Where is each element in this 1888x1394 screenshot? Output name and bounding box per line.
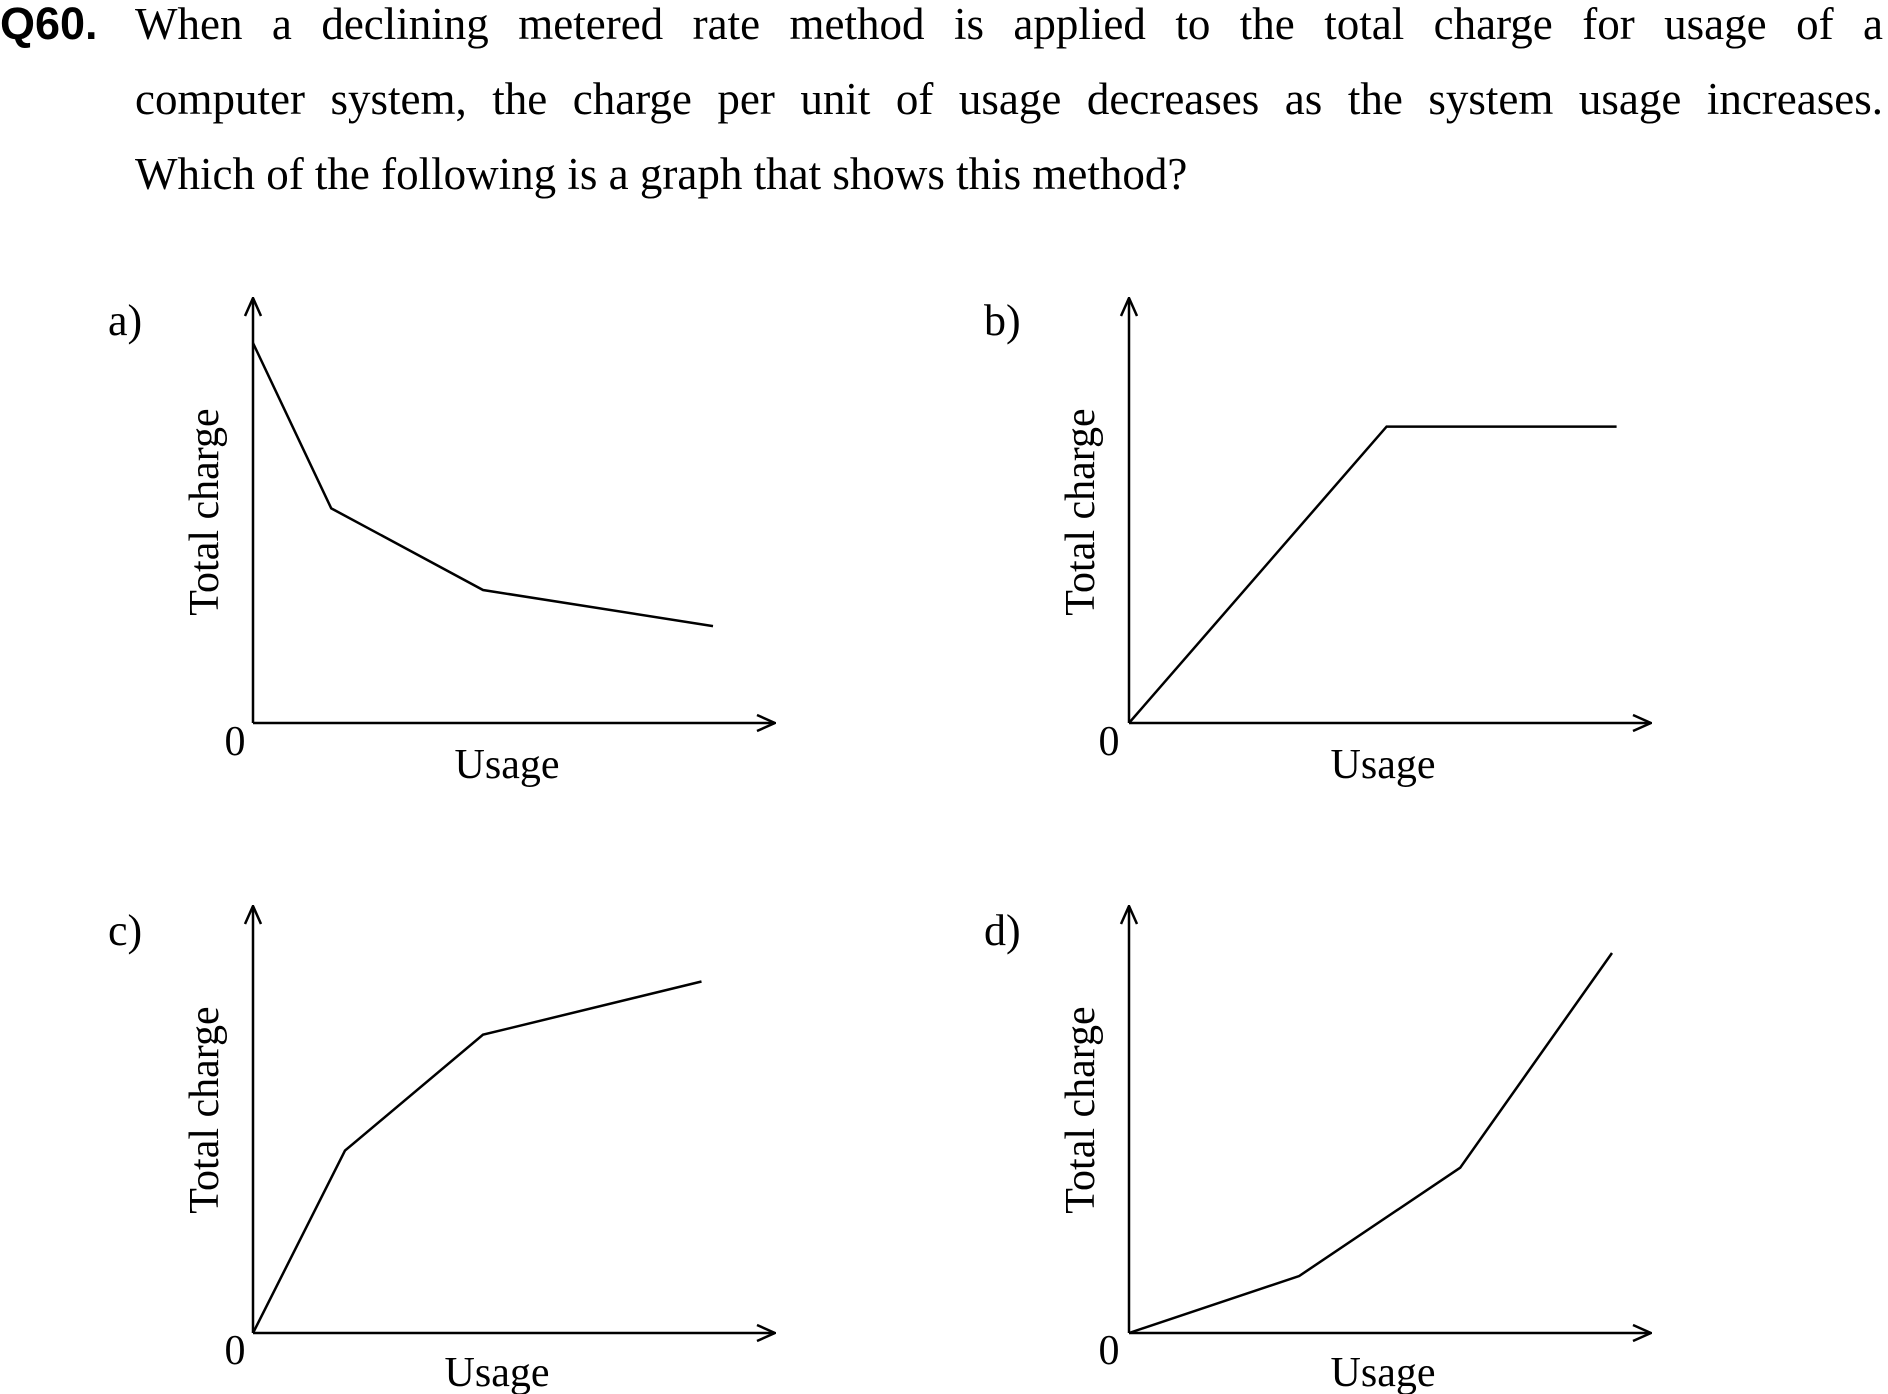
graph-b-option-label: b)	[984, 296, 1021, 345]
graph-a-x-label: Usage	[455, 742, 560, 788]
graph-c: c) Total charge Usage 0	[108, 906, 775, 1394]
question-text-line-1: When a declining metered rate method is …	[135, 0, 1883, 49]
graph-b-y-label: Total charge	[1058, 408, 1104, 615]
question-text-line-3: Which of the following is a graph that s…	[135, 149, 1188, 199]
graph-c-option-label: c)	[108, 906, 142, 955]
graph-b-line	[1128, 425, 1617, 724]
graph-c-y-label: Total charge	[182, 1006, 228, 1213]
graph-d-origin-label: 0	[1099, 1328, 1120, 1374]
question-text-line-2: computer system, the charge per unit of …	[135, 74, 1883, 124]
graph-b-x-label: Usage	[1331, 742, 1436, 788]
question-number: Q60.	[0, 0, 98, 49]
graph-a-y-label: Total charge	[182, 408, 228, 615]
graph-a-origin-label: 0	[225, 719, 246, 765]
graph-d: d) Total charge Usage 0	[984, 906, 1651, 1394]
graph-d-x-label: Usage	[1331, 1350, 1436, 1394]
question-block: Q60. When a declining metered rate metho…	[0, 0, 1888, 200]
graph-d-option-label: d)	[984, 906, 1021, 955]
graph-b-origin-label: 0	[1099, 719, 1120, 765]
graph-d-line	[1128, 952, 1614, 1335]
graph-d-y-label: Total charge	[1058, 1006, 1104, 1213]
graph-c-x-label: Usage	[445, 1350, 550, 1394]
graph-c-line	[251, 980, 702, 1334]
graph-a-line	[251, 342, 714, 628]
graph-a: a) Total charge Usage 0	[108, 296, 775, 788]
graph-b: b) Total charge Usage 0	[984, 296, 1651, 788]
graph-c-origin-label: 0	[225, 1328, 246, 1374]
graph-a-option-label: a)	[108, 296, 142, 345]
